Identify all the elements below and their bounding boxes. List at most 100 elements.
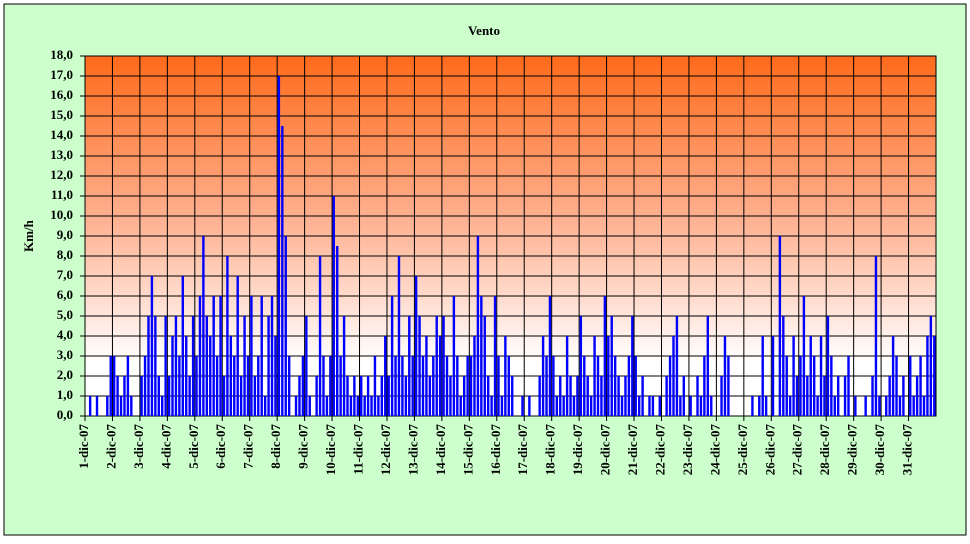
bar: [486, 376, 490, 416]
bar: [277, 76, 281, 416]
bar: [898, 396, 902, 416]
bar: [812, 356, 816, 416]
bar: [401, 356, 404, 416]
bar: [682, 376, 685, 416]
bar: [390, 296, 394, 416]
bar: [497, 356, 500, 416]
bar: [274, 336, 277, 416]
bar: [143, 356, 147, 416]
x-tick-label: 30-dic-07: [872, 424, 887, 476]
bar: [112, 356, 116, 416]
bar: [603, 296, 607, 416]
y-tick-label: 15,0: [50, 107, 73, 122]
x-tick-label: 23-dic-07: [680, 424, 695, 476]
bar: [212, 296, 215, 416]
x-tick-label: 2-dic-07: [103, 424, 118, 469]
y-tick-label: 4,0: [57, 327, 73, 342]
bar: [198, 296, 202, 416]
bar: [88, 396, 92, 416]
bar: [181, 276, 184, 416]
bar: [795, 376, 799, 416]
bar: [929, 316, 933, 416]
bar: [281, 126, 284, 416]
bar: [140, 376, 143, 416]
bar: [871, 376, 874, 416]
bar: [610, 316, 613, 416]
bar: [147, 316, 150, 416]
bar: [191, 316, 195, 416]
bar: [315, 376, 318, 416]
bar: [504, 336, 507, 416]
x-tick-label: 22-dic-07: [652, 424, 667, 476]
x-tick-label: 15-dic-07: [460, 424, 475, 476]
bar: [528, 396, 531, 416]
bar: [167, 376, 171, 416]
x-tick-label: 17-dic-07: [515, 424, 530, 476]
bar: [672, 336, 675, 416]
y-tick-label: 3,0: [57, 347, 73, 362]
x-tick-label: 12-dic-07: [378, 424, 393, 476]
bar: [174, 316, 178, 416]
bar: [864, 396, 867, 416]
y-tick-label: 2,0: [57, 367, 73, 382]
bar: [559, 376, 562, 416]
bar: [589, 396, 593, 416]
bar: [298, 376, 301, 416]
bar: [219, 296, 222, 416]
bar: [411, 356, 414, 416]
bar: [511, 376, 514, 416]
bar: [665, 376, 668, 416]
x-tick-label: 24-dic-07: [707, 424, 722, 476]
bar: [95, 396, 99, 416]
bar: [771, 336, 775, 416]
bar: [823, 376, 826, 416]
bar: [651, 396, 655, 416]
bar: [154, 316, 157, 416]
y-tick-label: 5,0: [57, 307, 73, 322]
bar: [778, 236, 782, 416]
bar: [442, 316, 445, 416]
bar: [150, 276, 154, 416]
bar: [751, 396, 754, 416]
bar: [356, 396, 360, 416]
bar: [397, 256, 401, 416]
bar: [761, 336, 764, 416]
bar: [583, 356, 586, 416]
bar: [109, 356, 112, 416]
bar: [658, 396, 661, 416]
bar: [600, 376, 603, 416]
bar: [576, 376, 579, 416]
bar: [404, 376, 408, 416]
bar: [205, 316, 209, 416]
x-tick-label: 4-dic-07: [158, 424, 173, 469]
bar: [915, 376, 919, 416]
bar: [466, 356, 469, 416]
bar: [552, 356, 555, 416]
x-tick-label: 7-dic-07: [241, 424, 256, 469]
y-tick-label: 9,0: [57, 227, 73, 242]
bar: [641, 376, 644, 416]
bar: [885, 396, 888, 416]
x-tick-label: 20-dic-07: [598, 424, 613, 476]
bar: [555, 396, 559, 416]
bar: [432, 356, 435, 416]
bar: [370, 396, 373, 416]
bar: [878, 396, 881, 416]
bar: [912, 396, 915, 416]
bar: [480, 296, 483, 416]
bar: [699, 396, 703, 416]
bar: [569, 376, 572, 416]
bar: [593, 336, 596, 416]
bar: [171, 336, 174, 416]
bar: [394, 356, 397, 416]
bar: [689, 396, 692, 416]
bar: [366, 376, 370, 416]
bar: [384, 336, 387, 416]
bar: [631, 316, 634, 416]
bar: [322, 356, 325, 416]
bar: [287, 356, 291, 416]
bar: [696, 376, 699, 416]
bar: [425, 336, 428, 416]
bar: [891, 336, 895, 416]
